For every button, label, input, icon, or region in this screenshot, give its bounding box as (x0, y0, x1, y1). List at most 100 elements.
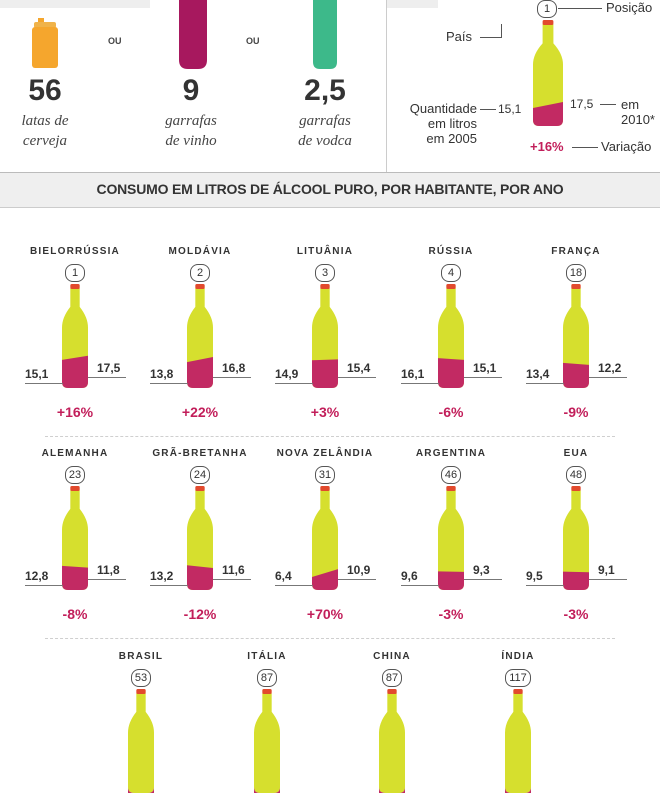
legend-variation-label: Variação (601, 139, 652, 154)
bottle-icon (379, 689, 405, 793)
legend-variation-value: +16% (530, 139, 564, 154)
bottle-icon (563, 284, 589, 388)
vodka-equivalent-value: 2,5 (304, 74, 346, 107)
value-2010: 12,2 (598, 361, 622, 375)
legend-quantity-line: Quantidade (409, 101, 477, 116)
section-title: CONSUMO EM LITROS DE ÁLCOOL PURO, POR HA… (96, 181, 564, 197)
leader-line (275, 383, 313, 384)
rank-badge: 3 (315, 264, 335, 282)
ou-label-2: OU (246, 36, 260, 46)
leader-line (600, 104, 616, 105)
country-name: ÍNDIA (501, 651, 535, 662)
rank-badge: 24 (190, 466, 210, 484)
leader-line (501, 24, 502, 38)
legend-quantity-line: em litros (427, 116, 477, 131)
variation-value: -9% (563, 404, 589, 420)
variation-value: -12% (183, 606, 217, 622)
leader-line (150, 383, 188, 384)
divider (386, 0, 387, 172)
vodka-bottle-icon (313, 0, 337, 69)
rank-badge: 18 (566, 264, 586, 282)
leader-line (25, 585, 63, 586)
bottle-icon (438, 284, 464, 388)
rank-badge: 4 (441, 264, 461, 282)
legend-2010-label-b: 2010* (621, 112, 655, 127)
beer-equivalent-value: 56 (28, 74, 62, 107)
wine-equivalent-caption: garrafas de vinho (131, 111, 251, 151)
bottle-icon (62, 284, 88, 388)
leader-line (589, 579, 627, 580)
legend-bottle-icon (533, 20, 563, 126)
leader-line (464, 579, 502, 580)
wine-bottle-icon (179, 0, 207, 69)
country-name: RÚSSIA (428, 246, 474, 257)
value-2005: 12,8 (25, 569, 49, 583)
bottle-icon (438, 486, 464, 590)
beer-can-icon (32, 18, 58, 68)
rank-badge: 87 (257, 669, 277, 687)
value-2010: 9,1 (598, 563, 615, 577)
rank-badge: 31 (315, 466, 335, 484)
value-2005: 14,9 (275, 367, 299, 381)
bottle-icon (187, 284, 213, 388)
value-2005: 9,5 (526, 569, 543, 583)
leader-line (558, 8, 602, 9)
country-name: ALEMANHA (41, 448, 109, 459)
rank-badge: 2 (190, 264, 210, 282)
country-name: BRASIL (118, 651, 164, 662)
leader-line (401, 383, 439, 384)
value-2010: 16,8 (222, 361, 246, 375)
top-box-right (386, 0, 438, 8)
value-2010: 9,3 (473, 563, 490, 577)
country-name: LITUÂNIA (296, 246, 354, 257)
country-name: EUA (563, 448, 589, 459)
wine-equivalent-value: 9 (182, 74, 200, 107)
caption-line: de vodca (298, 133, 352, 149)
country-name: FRANÇA (551, 246, 601, 257)
caption-line: de vinho (165, 133, 217, 149)
variation-value: -6% (438, 404, 464, 420)
value-2010: 11,6 (222, 563, 245, 577)
value-2010: 11,8 (97, 563, 120, 577)
row-separator (45, 436, 615, 437)
top-box-left (0, 0, 150, 8)
value-2010: 10,9 (347, 563, 371, 577)
country-name: MOLDÁVIA (168, 246, 232, 257)
legend-position-label: Posição (606, 0, 653, 15)
rank-badge: 87 (382, 669, 402, 687)
legend-value-2010: 17,5 (570, 97, 594, 111)
caption-line: garrafas (299, 113, 351, 129)
value-2005: 13,4 (526, 367, 550, 381)
bottle-icon (563, 486, 589, 590)
value-2005: 15,1 (25, 367, 49, 381)
variation-value: +22% (181, 404, 219, 420)
variation-value: +3% (310, 404, 340, 420)
leader-line (526, 585, 564, 586)
leader-line (480, 37, 502, 38)
value-2010: 15,1 (473, 361, 497, 375)
rank-badge: 23 (65, 466, 85, 484)
legend-country-label: País (446, 29, 473, 44)
legend-value-2005: 15,1 (498, 102, 522, 116)
value-2005: 9,6 (401, 569, 418, 583)
caption-line: garrafas (165, 113, 217, 129)
bottle-icon (312, 486, 338, 590)
value-2010: 17,5 (97, 361, 121, 375)
leader-line (589, 377, 627, 378)
bottle-icon (312, 284, 338, 388)
leader-line (213, 377, 251, 378)
row-separator (45, 638, 615, 639)
bottle-icon (254, 689, 280, 793)
legend-quantity-label: Quantidade em litros em 2005 (393, 101, 477, 146)
leader-line (88, 377, 126, 378)
ou-label: OU (108, 36, 122, 46)
leader-line (526, 383, 564, 384)
leader-line (572, 147, 598, 148)
value-2005: 13,2 (150, 569, 174, 583)
rank-badge: 46 (441, 466, 461, 484)
legend-quantity-line: em 2005 (426, 131, 477, 146)
value-2005: 6,4 (275, 569, 292, 583)
bottle-icon (62, 486, 88, 590)
leader-line (338, 579, 376, 580)
variation-value: -8% (62, 606, 88, 622)
